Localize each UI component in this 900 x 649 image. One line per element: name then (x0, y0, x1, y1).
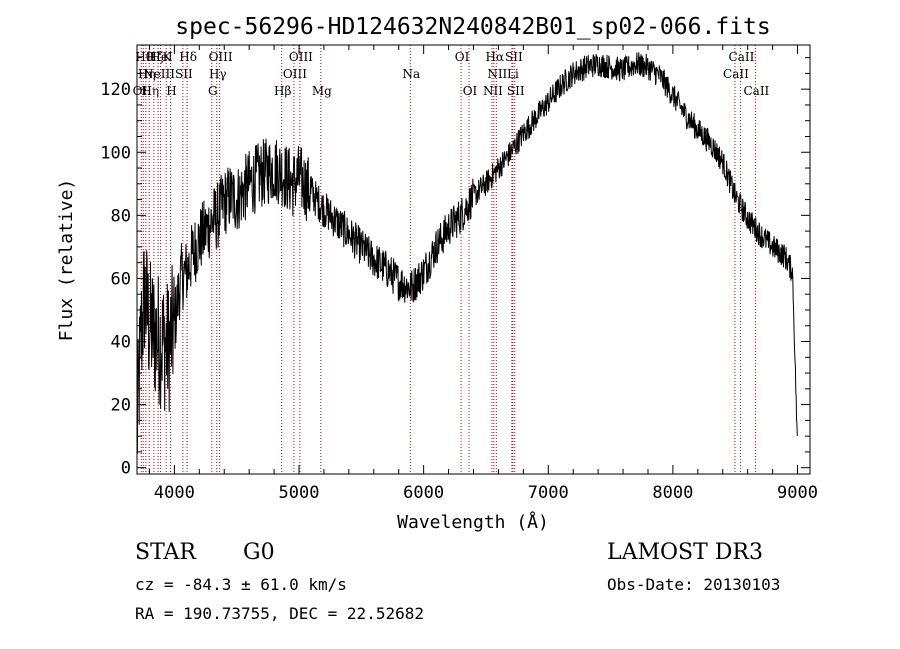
survey-name: LAMOST DR3 (607, 540, 763, 565)
line-label-19: OI (455, 50, 470, 64)
line-label-21: NII (483, 84, 503, 98)
chart-title: spec-56296-HD124632N240842B01_sp02-066.f… (175, 14, 770, 40)
line-label-15: OIII (283, 67, 307, 81)
line-label-8: H (166, 84, 176, 98)
x-tick-label-4: 8000 (652, 483, 693, 503)
line-label-28: CaII (729, 50, 755, 64)
x-axis-label: Wavelength (Å) (397, 511, 549, 533)
x-tick-label-2: 6000 (403, 483, 444, 503)
flux-series-line (136, 52, 798, 454)
x-tick-label-1: 5000 (279, 483, 320, 503)
object-subclass: G0 (243, 540, 275, 565)
axis-ticks: 4000 5000 6000 7000 8000 9000 0 20 40 60 80 100 120 (100, 45, 818, 503)
sky-coordinates: RA = 190.73755, DEC = 22.52682 (135, 604, 424, 623)
line-label-24: Li (507, 67, 519, 81)
line-label-23: NII (487, 67, 507, 81)
observation-date: Obs-Date: 20130103 (607, 575, 781, 594)
object-class: STAR (135, 540, 196, 565)
line-label-7: K (163, 50, 173, 64)
line-label-14: Hβ (274, 84, 291, 98)
line-label-5: NeIII (143, 67, 175, 81)
line-label-1: Hθ (135, 50, 153, 64)
spectral-line-markers: OIIHθHηHηHζNeIIIHeIKHSIIHδGHγOIIIHβOIIIO… (133, 45, 770, 474)
line-label-26: SII (507, 84, 525, 98)
line-label-20: OI (463, 84, 478, 98)
y-tick-label-4: 80 (111, 206, 131, 226)
redshift-velocity: cz = -84.3 ± 61.0 km/s (135, 575, 347, 594)
line-label-13: OIII (209, 50, 233, 64)
x-tick-label-3: 7000 (528, 483, 569, 503)
line-label-16: OIII (289, 50, 313, 64)
line-label-10: Hδ (179, 50, 197, 64)
line-label-17: Mg (312, 84, 332, 98)
line-label-3: Hη (141, 84, 159, 98)
line-label-9: SII (175, 67, 193, 81)
x-tick-label-5: 9000 (777, 483, 818, 503)
y-tick-label-1: 20 (111, 396, 131, 416)
line-label-4: Hζ (146, 50, 163, 64)
line-label-29: CaII (743, 84, 769, 98)
line-label-11: G (208, 84, 218, 98)
y-tick-label-5: 100 (100, 143, 131, 163)
line-label-25: SII (505, 50, 523, 64)
y-tick-label-0: 0 (121, 459, 131, 479)
line-label-12: Hγ (209, 67, 227, 81)
y-tick-label-6: 120 (100, 80, 131, 100)
y-tick-label-2: 40 (111, 333, 131, 353)
line-label-22: Hα (486, 50, 505, 64)
line-label-18: Na (402, 67, 420, 81)
y-axis-label: Flux (relative) (56, 179, 77, 342)
x-tick-label-0: 4000 (154, 483, 195, 503)
line-label-6: HeI (150, 50, 173, 64)
plot-frame (136, 44, 811, 475)
line-label-27: CaII (723, 67, 749, 81)
y-tick-label-3: 60 (111, 269, 131, 289)
line-label-2: Hη (138, 67, 156, 81)
